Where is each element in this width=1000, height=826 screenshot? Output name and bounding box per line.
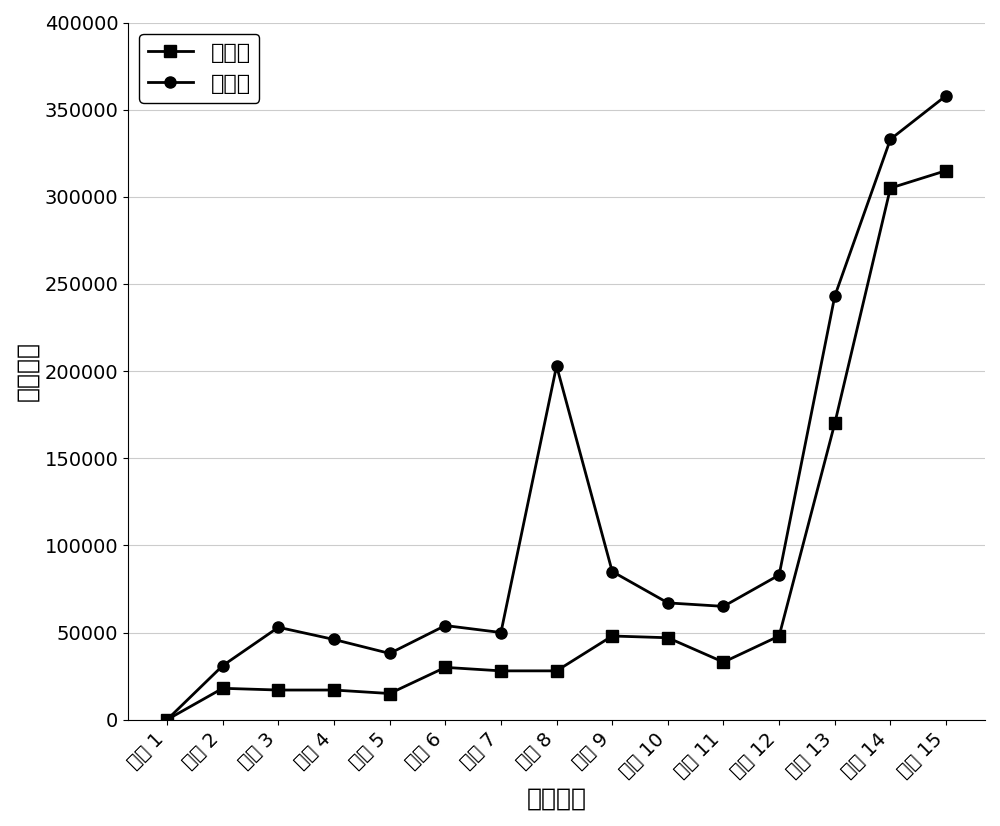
解耦前 bbox=[551, 361, 563, 371]
Line: 解耦后: 解耦后 bbox=[162, 165, 952, 725]
解耦后 bbox=[662, 633, 674, 643]
X-axis label: 服务编号: 服务编号 bbox=[527, 787, 587, 811]
解耦前 bbox=[439, 620, 451, 630]
解耦前 bbox=[884, 135, 896, 145]
解耦前 bbox=[662, 598, 674, 608]
解耦后 bbox=[551, 666, 563, 676]
解耦前 bbox=[717, 601, 729, 611]
解耦前 bbox=[217, 661, 229, 671]
解耦后 bbox=[884, 183, 896, 193]
解耦前 bbox=[272, 622, 284, 632]
解耦前 bbox=[161, 714, 173, 724]
解耦前 bbox=[384, 648, 396, 658]
解耦后 bbox=[717, 657, 729, 667]
解耦后 bbox=[829, 419, 841, 429]
解耦前 bbox=[606, 567, 618, 577]
解耦前 bbox=[328, 634, 340, 644]
解耦前 bbox=[495, 628, 507, 638]
解耦后 bbox=[161, 714, 173, 724]
解耦前 bbox=[940, 91, 952, 101]
解耦后 bbox=[217, 683, 229, 693]
Line: 解耦前: 解耦前 bbox=[162, 90, 952, 725]
解耦后 bbox=[439, 662, 451, 672]
解耦后 bbox=[384, 689, 396, 699]
解耦后 bbox=[940, 166, 952, 176]
Y-axis label: 通信开销: 通信开销 bbox=[15, 341, 39, 401]
解耦前 bbox=[773, 570, 785, 580]
解耦后 bbox=[495, 666, 507, 676]
解耦前 bbox=[829, 292, 841, 301]
解耦后 bbox=[272, 685, 284, 695]
解耦后 bbox=[773, 631, 785, 641]
解耦后 bbox=[328, 685, 340, 695]
Legend: 解耦后, 解耦前: 解耦后, 解耦前 bbox=[139, 34, 259, 102]
解耦后 bbox=[606, 631, 618, 641]
